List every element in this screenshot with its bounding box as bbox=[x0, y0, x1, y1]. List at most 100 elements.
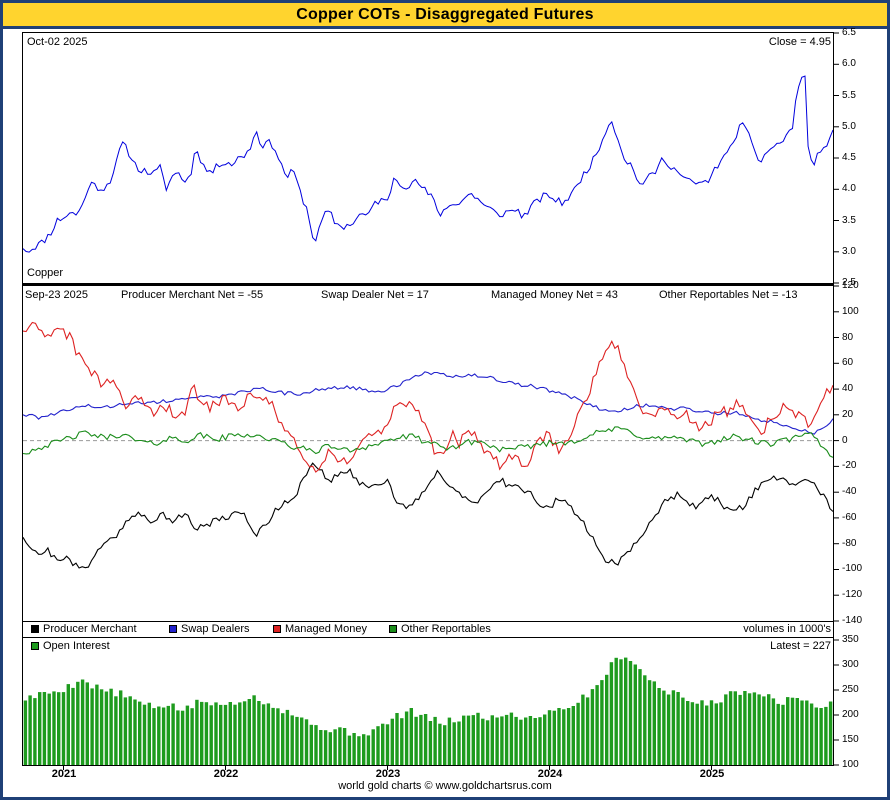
open-interest-bar bbox=[824, 706, 828, 765]
open-interest-bar bbox=[767, 694, 771, 765]
open-interest-bar bbox=[166, 705, 170, 765]
open-interest-bar bbox=[99, 689, 104, 765]
open-interest-bar bbox=[90, 688, 94, 765]
open-interest-bar bbox=[695, 703, 699, 765]
open-interest-bar bbox=[690, 702, 695, 765]
open-interest-bar bbox=[342, 728, 347, 765]
open-interest-bar bbox=[514, 716, 518, 765]
y-tick-label: 6.0 bbox=[842, 58, 856, 69]
open-interest-bar bbox=[347, 735, 352, 765]
open-interest-bar bbox=[485, 720, 490, 765]
open-interest-bar bbox=[524, 717, 528, 765]
open-interest-bar bbox=[390, 718, 394, 765]
open-interest-bar bbox=[652, 681, 656, 765]
open-interest-bar bbox=[285, 709, 290, 765]
open-interest-bar bbox=[657, 688, 661, 765]
open-interest-bar bbox=[219, 704, 223, 765]
open-interest-bar bbox=[733, 691, 737, 765]
open-interest-bar bbox=[609, 662, 614, 765]
y-tick-label: 60 bbox=[842, 357, 854, 368]
open-interest-bar bbox=[562, 709, 566, 765]
y-tick-label: -80 bbox=[842, 538, 857, 549]
y-tick-label: 200 bbox=[842, 709, 859, 720]
open-interest-bar bbox=[619, 659, 623, 765]
open-interest-bar bbox=[23, 700, 28, 765]
legend-label-other-reportables: Other Reportables bbox=[401, 623, 491, 635]
cot-date-label: Sep-23 2025 bbox=[25, 289, 88, 301]
open-interest-bar bbox=[304, 719, 309, 765]
open-interest-bar bbox=[447, 717, 452, 765]
open-interest-bar bbox=[147, 702, 151, 765]
open-interest-bar bbox=[85, 682, 89, 765]
open-interest-bar bbox=[404, 711, 409, 765]
open-interest-bar bbox=[309, 724, 313, 765]
open-interest-bar bbox=[633, 664, 637, 765]
price-close-label: Close = 4.95 bbox=[768, 36, 831, 48]
open-interest-bar bbox=[409, 708, 413, 765]
open-interest-bar bbox=[323, 730, 328, 765]
open-interest-bar bbox=[176, 710, 180, 765]
legend-item-producer-merchant: Producer Merchant bbox=[31, 623, 137, 635]
open-interest-bar bbox=[805, 700, 809, 765]
open-interest-bar bbox=[104, 691, 109, 765]
open-interest-bar bbox=[466, 715, 471, 765]
open-interest-bar bbox=[538, 717, 542, 765]
open-interest-bar bbox=[557, 708, 561, 765]
open-interest-bar bbox=[471, 715, 475, 765]
open-interest-bar bbox=[247, 699, 251, 765]
open-interest-bar bbox=[786, 697, 790, 765]
open-interest-bar bbox=[752, 692, 757, 765]
oi-latest-label: Latest = 227 bbox=[770, 640, 831, 652]
open-interest-bar bbox=[338, 727, 342, 765]
x-tick-label: 2023 bbox=[375, 768, 401, 780]
open-interest-bar bbox=[119, 690, 123, 765]
open-interest-bar bbox=[481, 718, 485, 765]
open-interest-bar bbox=[38, 692, 42, 765]
open-interest-bar bbox=[728, 691, 733, 765]
open-interest-bar bbox=[452, 722, 456, 765]
open-interest-bar bbox=[676, 692, 680, 765]
open-interest-bar bbox=[400, 718, 404, 765]
y-tick-label: -20 bbox=[842, 460, 857, 471]
open-interest-bar bbox=[204, 702, 209, 765]
open-interest-bar bbox=[161, 707, 166, 765]
open-interest-bar bbox=[533, 718, 537, 765]
open-interest-bar bbox=[209, 705, 213, 765]
legend-item-other-reportables: Other Reportables bbox=[389, 623, 491, 635]
open-interest-bar bbox=[500, 716, 504, 765]
y-tick-label: 300 bbox=[842, 659, 859, 670]
y-tick-label: 4.0 bbox=[842, 183, 856, 194]
open-interest-bar bbox=[242, 701, 247, 765]
open-interest-bar bbox=[61, 692, 66, 765]
y-tick-label: 5.5 bbox=[842, 90, 856, 101]
open-interest-bar bbox=[705, 705, 709, 765]
y-tick-label: 350 bbox=[842, 634, 859, 645]
y-tick-label: 100 bbox=[842, 306, 859, 317]
open-interest-bar bbox=[71, 687, 75, 765]
y-tick-label: 40 bbox=[842, 383, 854, 394]
managed-money-line bbox=[22, 321, 834, 473]
open-interest-bar bbox=[352, 733, 356, 765]
open-interest-bar bbox=[95, 684, 99, 765]
open-interest-bar bbox=[128, 696, 132, 765]
open-interest-bar bbox=[433, 716, 437, 765]
open-interest-bar bbox=[223, 704, 228, 765]
producer-merchant-swatch-icon bbox=[31, 625, 39, 633]
open-interest-bar bbox=[519, 719, 523, 765]
open-interest-bar bbox=[319, 730, 323, 765]
y-tick-label: 2.5 bbox=[842, 277, 856, 288]
open-interest-bar bbox=[566, 708, 571, 765]
y-tick-label: 100 bbox=[842, 759, 859, 770]
open-interest-bar bbox=[809, 703, 814, 765]
open-interest-bar bbox=[605, 674, 609, 765]
y-tick-label: 3.0 bbox=[842, 246, 856, 257]
open-interest-bar bbox=[42, 692, 47, 765]
open-interest-bar bbox=[252, 695, 256, 765]
open-interest-bar bbox=[595, 685, 599, 765]
open-interest-bar bbox=[266, 703, 271, 765]
legend-label-open-interest: Open Interest bbox=[43, 640, 110, 652]
open-interest-bar bbox=[790, 697, 795, 765]
open-interest-bar bbox=[800, 700, 804, 765]
open-interest-bar bbox=[195, 699, 199, 765]
